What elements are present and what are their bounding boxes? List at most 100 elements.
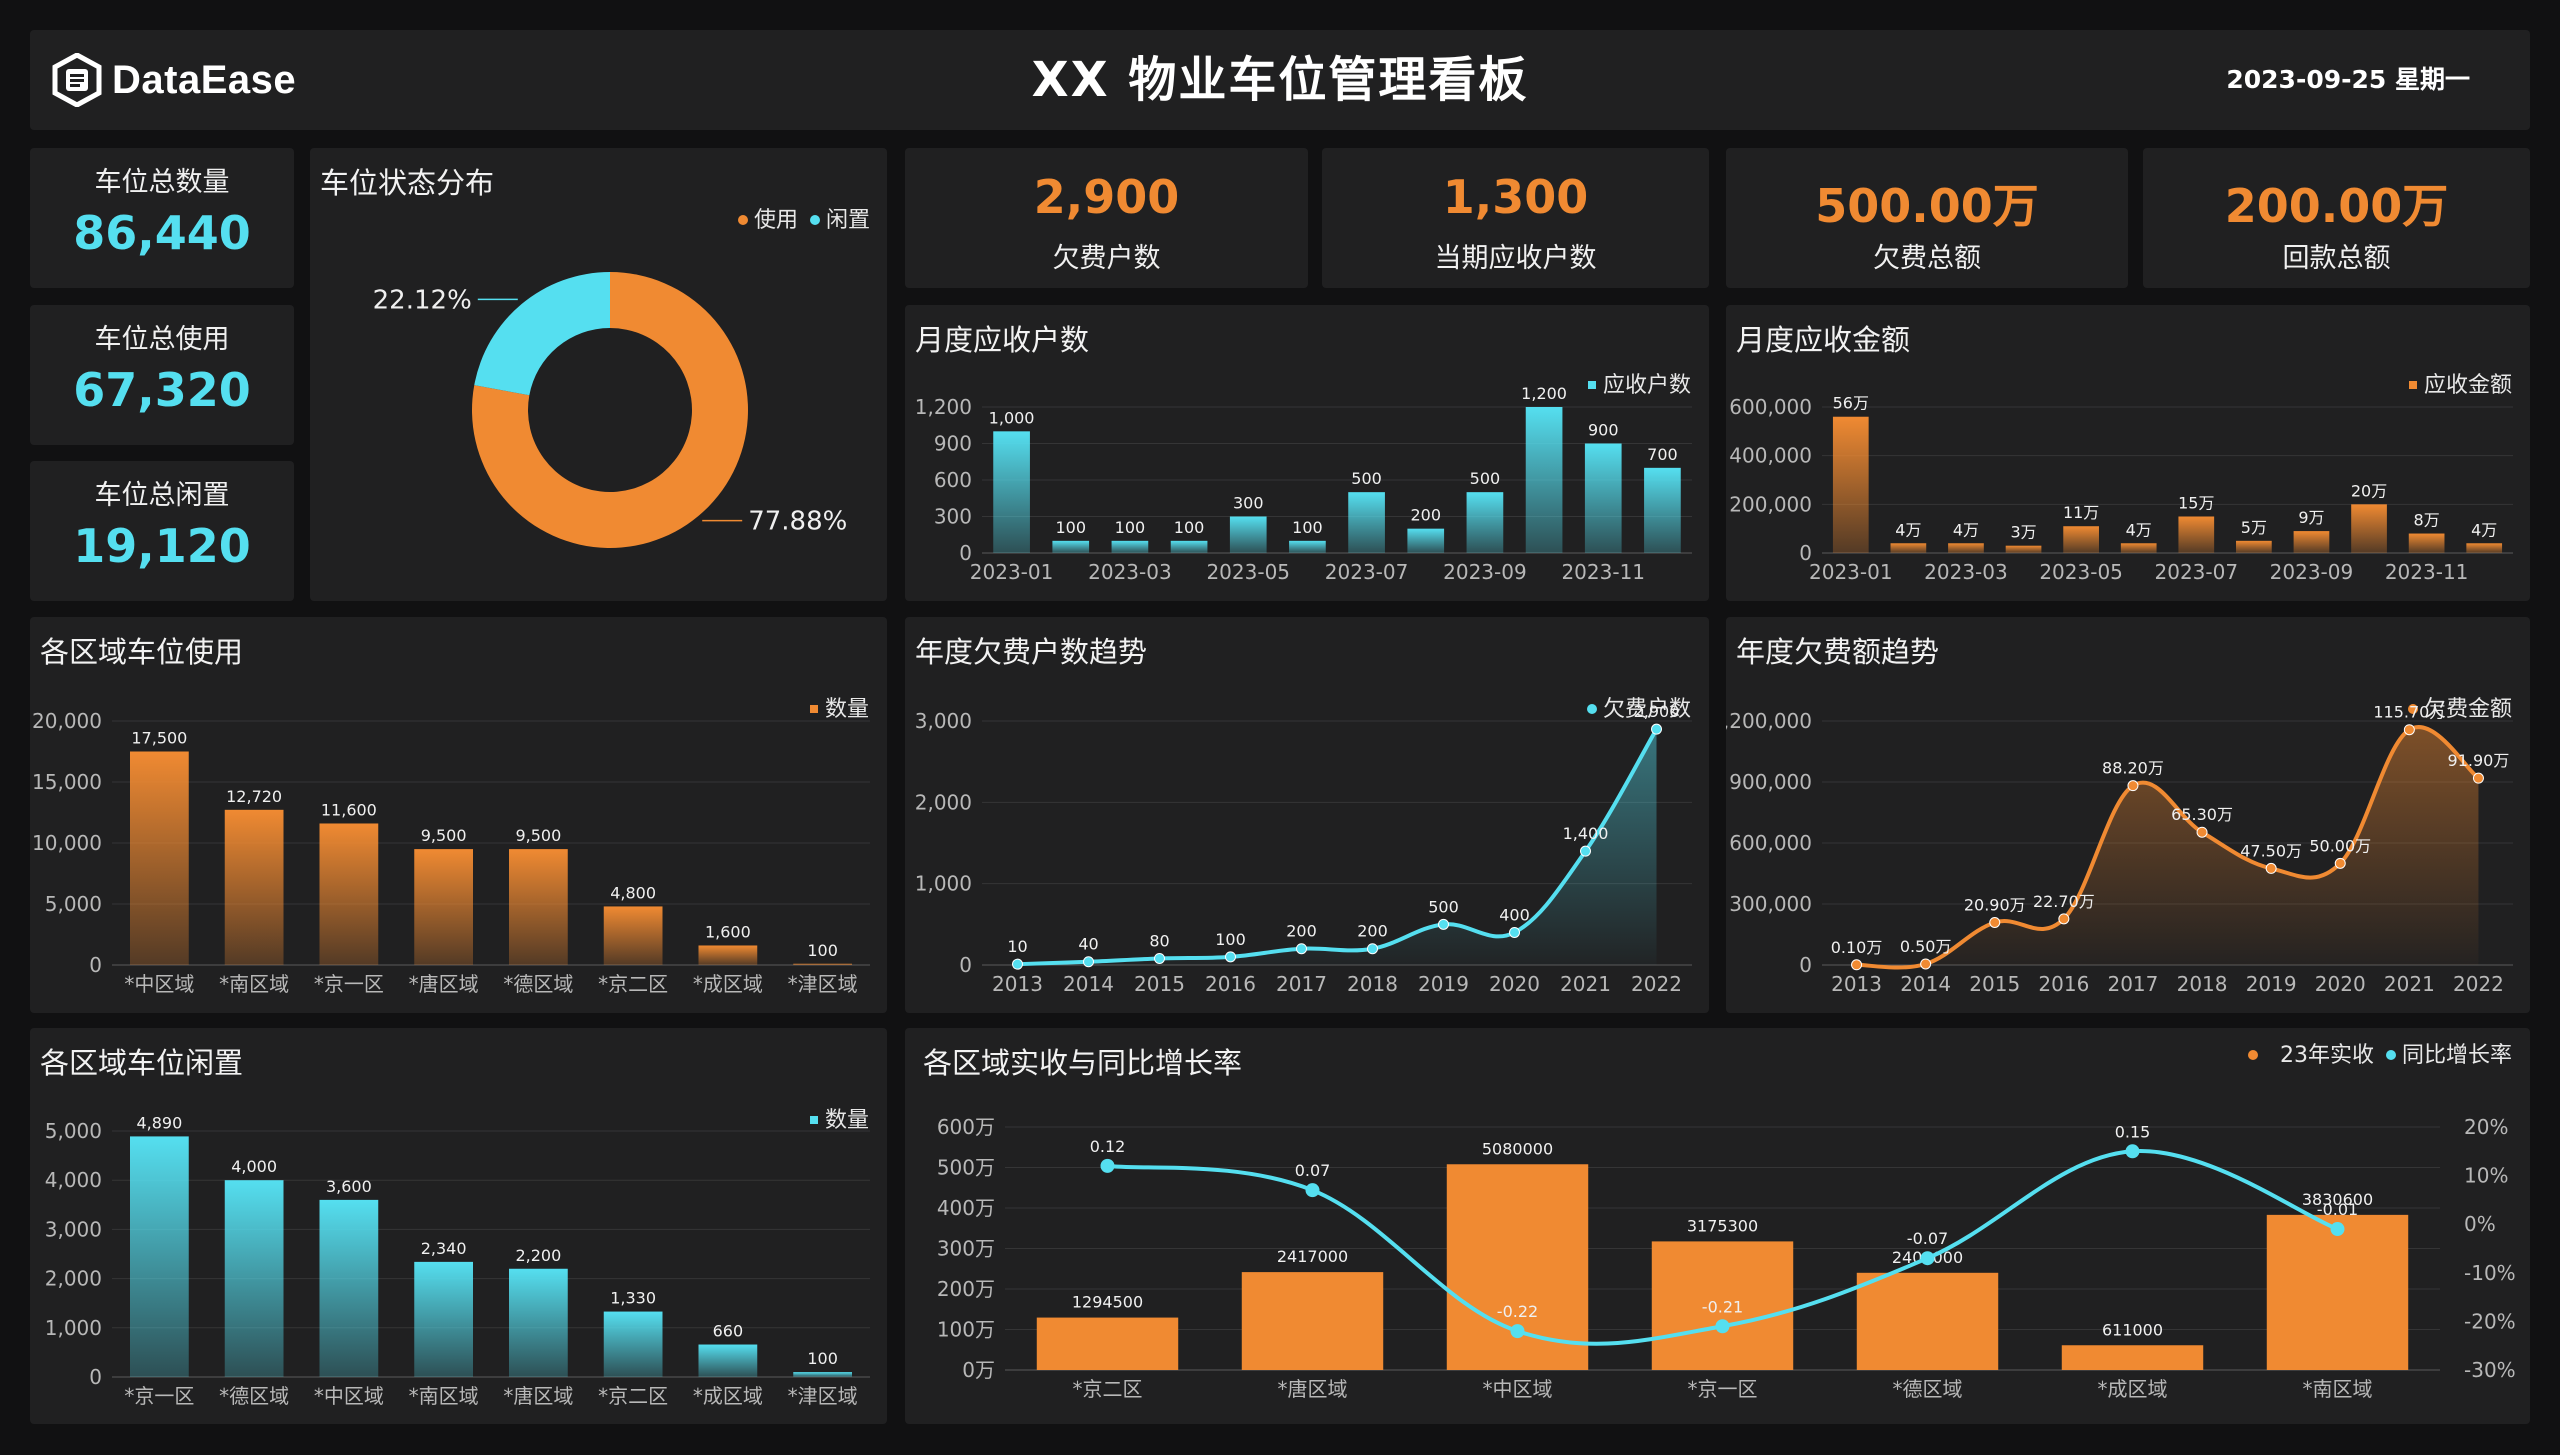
- kpi-value: 1,300: [1442, 170, 1589, 224]
- x-tick-label: 2023-11: [2385, 560, 2469, 584]
- bar: [1584, 443, 1622, 553]
- legend-marker: [2409, 381, 2417, 389]
- data-label: 20万: [2351, 481, 2387, 500]
- x-tick-label: *成区域: [693, 972, 763, 996]
- data-point: [2472, 772, 2484, 784]
- growth-rate-point: [1715, 1319, 1730, 1334]
- bar: [319, 1199, 379, 1377]
- y-tick-label: 300万: [937, 1237, 995, 1261]
- x-tick-label: *京一区: [314, 972, 384, 996]
- logo[interactable]: DataEase: [52, 50, 296, 110]
- kpi-arrears-households: 2,900 欠费户数: [905, 148, 1308, 288]
- data-point: [2403, 724, 2415, 736]
- data-point: [1651, 723, 1662, 735]
- data-label: 100: [1292, 518, 1323, 537]
- chart-area-usage: 0 5,000 10,000 15,000 20,000 数量 17,500 *中区域 12,7…: [32, 697, 870, 996]
- data-label: 4万: [1953, 520, 1979, 539]
- kpi-value: 2,900: [1033, 170, 1180, 224]
- x-tick-label: 2023-01: [1809, 560, 1893, 584]
- bar-data-label: 3175300: [1687, 1216, 1758, 1235]
- y-right-tick-label: 10%: [2464, 1164, 2508, 1188]
- y-tick-label: 0: [959, 953, 972, 977]
- slice-label: 22.12%: [373, 285, 472, 315]
- data-label: 900: [1588, 421, 1619, 440]
- y-tick-label: 600,000: [1729, 395, 1812, 419]
- bar: [319, 823, 379, 965]
- area-fill: [1017, 729, 1657, 965]
- data-label: 100: [1115, 518, 1146, 537]
- data-label: 4万: [1895, 520, 1921, 539]
- panel-title: 年度欠费户数趋势: [915, 635, 1148, 669]
- data-point: [1154, 952, 1165, 964]
- growth-rate-point: [1100, 1158, 1115, 1173]
- data-point: [1438, 918, 1449, 930]
- y-tick-label: 400,000: [1729, 444, 1812, 468]
- data-point: [2265, 862, 2277, 874]
- data-label: 40: [1078, 935, 1098, 954]
- growth-rate-point: [1510, 1324, 1525, 1339]
- dataease-logo-icon: [52, 53, 102, 107]
- data-label: 11万: [2063, 503, 2099, 522]
- bar: [1407, 528, 1445, 553]
- y-tick-label: 4,000: [45, 1168, 102, 1192]
- bar: [224, 809, 284, 965]
- y-right-tick-label: 0%: [2464, 1212, 2496, 1236]
- y-tick-label: 0: [1799, 541, 1812, 565]
- pie-slice: [474, 272, 610, 396]
- data-point: [1083, 956, 1094, 968]
- bar: [2466, 543, 2503, 553]
- panel-title: 各区域车位闲置: [40, 1046, 244, 1080]
- kpi-label: 车位总使用: [94, 324, 230, 355]
- bar: [1241, 1272, 1384, 1370]
- data-point: [1225, 951, 1236, 963]
- panel-title: 年度欠费额趋势: [1736, 635, 1940, 669]
- bar-data-label: 3830600: [2302, 1190, 2373, 1209]
- data-label: 2,340: [421, 1239, 467, 1258]
- area-fill: [1856, 727, 2479, 968]
- x-tick-label: *津区域: [788, 972, 858, 996]
- data-label: 50.00万: [2309, 836, 2371, 855]
- data-label: 100: [1055, 518, 1086, 537]
- y-tick-label: 2,000: [915, 790, 972, 814]
- x-tick-label: *德区域: [503, 972, 573, 996]
- data-label: 1,600: [705, 922, 751, 941]
- slice-label: 77.88%: [748, 507, 847, 537]
- data-point: [1580, 845, 1591, 857]
- x-tick-label: *京二区: [1073, 1377, 1143, 1401]
- line-data-label: -0.01: [2317, 1200, 2358, 1219]
- panel-title: 车位状态分布: [320, 166, 495, 200]
- x-tick-label: 2015: [1134, 972, 1185, 996]
- legend-label: 应收户数: [1603, 373, 1691, 398]
- y-tick-label: 15,000: [32, 770, 102, 794]
- x-tick-label: 2023-07: [2155, 560, 2239, 584]
- bar: [1525, 407, 1563, 553]
- bar: [2178, 516, 2215, 553]
- y-tick-label: 0: [89, 1365, 102, 1389]
- y-tick-label: 20,000: [32, 709, 102, 733]
- x-tick-label: 2023-05: [2039, 560, 2123, 584]
- bar: [224, 1180, 284, 1377]
- data-label: 660: [713, 1322, 744, 1341]
- x-tick-label: 2019: [2246, 972, 2297, 996]
- x-tick-label: 2023-11: [1561, 560, 1645, 584]
- series-line: [1856, 725, 2480, 970]
- data-label: 80: [1149, 931, 1169, 950]
- y-tick-label: 900: [934, 432, 972, 456]
- kpi-arrears-total: 500.00万 欠费总额: [1726, 148, 2128, 288]
- x-tick-label: *京一区: [124, 1384, 194, 1408]
- x-tick-label: *德区域: [219, 1384, 289, 1408]
- data-label: 3,600: [326, 1177, 372, 1196]
- bar: [1948, 543, 1984, 553]
- x-tick-label: 2023-03: [1088, 560, 1172, 584]
- data-label: 9万: [2298, 508, 2324, 527]
- bar-data-label: 5080000: [1482, 1139, 1553, 1158]
- x-tick-label: 2022: [1631, 972, 1682, 996]
- panel-title: 月度应收金额: [1736, 323, 1911, 357]
- bar: [1229, 516, 1267, 553]
- bar: [2408, 533, 2445, 553]
- data-label: 300: [1233, 494, 1264, 513]
- y-tick-label: 1,200,000: [1726, 709, 1812, 733]
- x-tick-label: *南区域: [219, 972, 289, 996]
- line-data-label: -0.07: [1907, 1229, 1948, 1248]
- data-label: 8万: [2414, 511, 2440, 530]
